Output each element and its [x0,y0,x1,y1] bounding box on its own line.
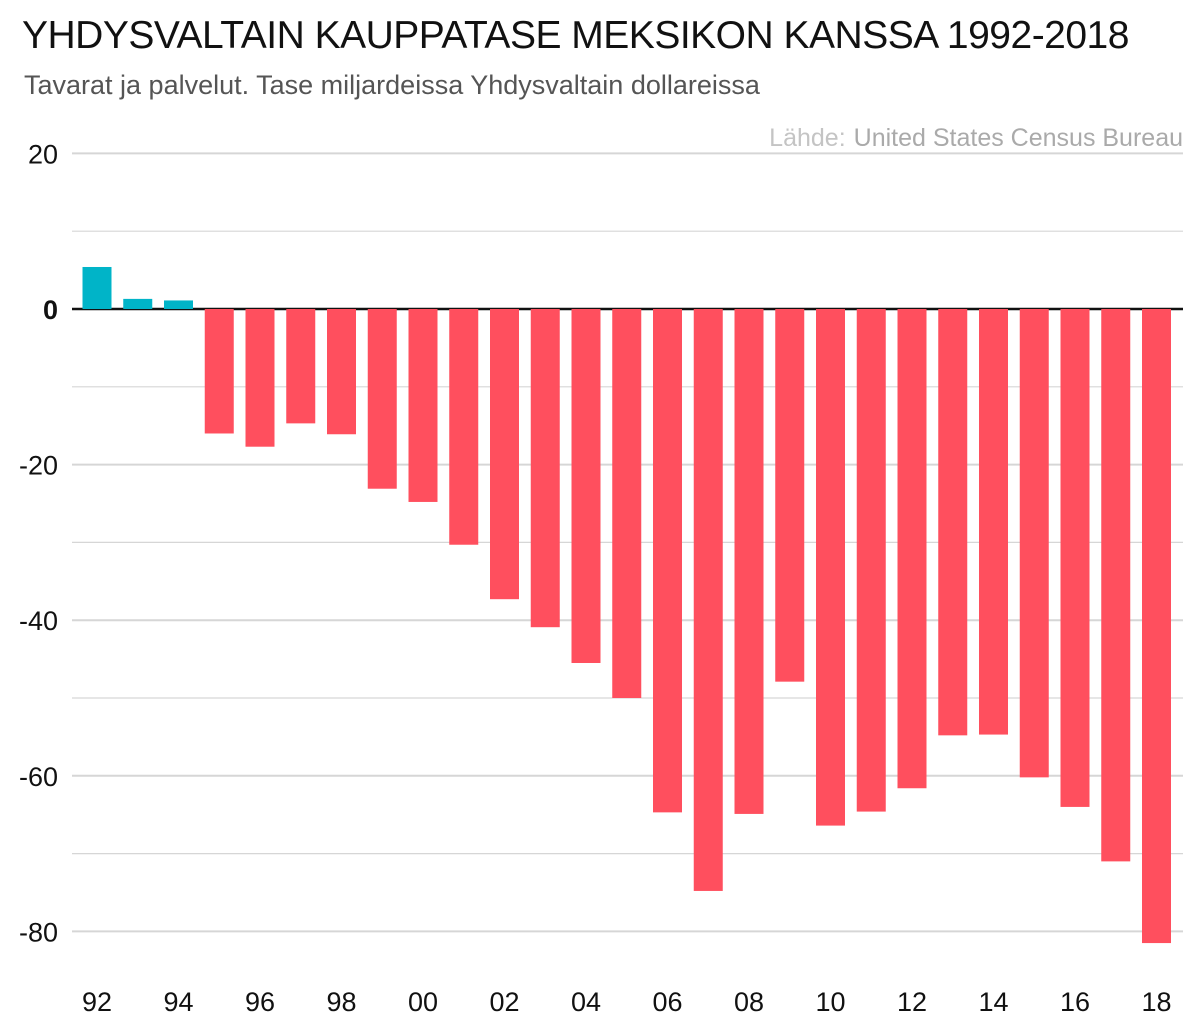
bar-2003 [530,309,560,628]
source-prefix: Lähde: [769,124,845,152]
y-tick-label: -40 [19,606,58,636]
bar-2009 [775,309,805,682]
x-tick-label: 92 [82,987,112,1017]
x-tick-label: 98 [326,987,356,1017]
y-tick-label: -80 [19,917,58,947]
bar-2015 [1019,309,1049,778]
bar-2016 [1060,309,1090,807]
chart-subtitle: Tavarat ja palvelut. Tase miljardeissa Y… [24,70,760,100]
y-tick-label: 0 [43,295,58,325]
bars [82,266,1171,944]
bar-2011 [856,309,886,812]
x-tick-label: 16 [1060,987,1090,1017]
x-tick-label: 94 [163,987,193,1017]
bar-2005 [612,309,642,698]
x-tick-label: 18 [1141,987,1171,1017]
x-tick-label: 96 [245,987,275,1017]
y-tick-label: 20 [28,139,58,169]
y-axis-labels: 20 0 -20 -40 -60 -80 [19,139,58,947]
chart-title: YHDYSVALTAIN KAUPPATASE MEKSIKON KANSSA … [22,14,1129,57]
y-tick-label: -20 [19,451,58,481]
bar-1995 [204,309,234,434]
bar-2002 [490,309,519,600]
bar-2017 [1101,309,1131,862]
x-tick-label: 10 [815,987,845,1017]
bar-1992 [82,266,112,309]
bar-2014 [979,309,1008,735]
bar-1998 [327,309,356,435]
x-tick-label: 00 [408,987,438,1017]
x-tick-label: 08 [734,987,764,1017]
x-tick-label: 02 [489,987,519,1017]
bar-1999 [367,309,397,489]
x-tick-label: 12 [897,987,927,1017]
bar-2004 [571,309,601,663]
bar-1993 [123,298,153,309]
bar-2001 [449,309,479,545]
bar-2013 [938,309,968,736]
bar-1997 [286,309,316,424]
bar-2007 [693,309,723,891]
source-label: Lähde: United States Census Bureau [769,124,1183,152]
x-tick-label: 06 [652,987,682,1017]
y-tick-label: -60 [19,762,58,792]
x-axis-labels: 92 94 96 98 00 02 04 06 08 10 12 14 16 18 [82,987,1172,1017]
bar-2008 [734,309,764,814]
bar-1996 [245,309,275,447]
bar-1994 [164,300,193,309]
x-tick-label: 04 [571,987,601,1017]
bar-2010 [816,309,845,826]
bar-2012 [897,309,927,789]
bar-2000 [408,309,438,502]
bar-2006 [653,309,682,813]
source-name: United States Census Bureau [854,124,1183,152]
x-tick-label: 14 [978,987,1008,1017]
bar-2018 [1142,309,1171,944]
